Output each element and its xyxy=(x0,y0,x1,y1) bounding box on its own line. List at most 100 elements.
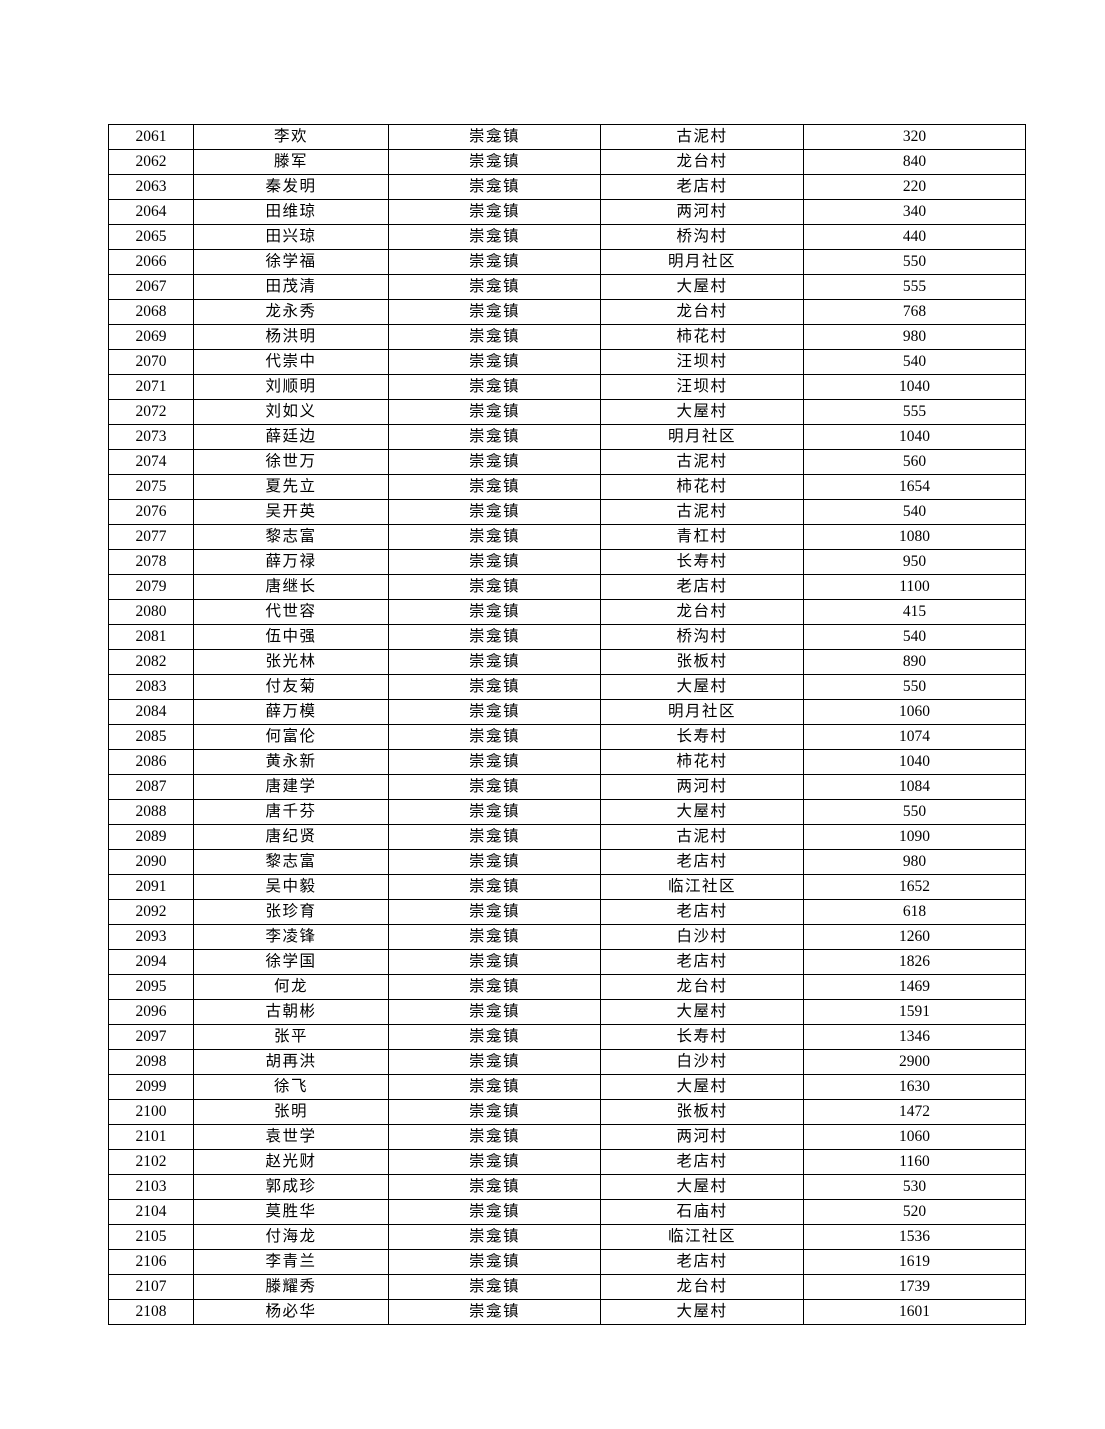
cell-person-name: 张珍育 xyxy=(193,899,389,925)
cell-person-name: 徐飞 xyxy=(193,1074,389,1100)
table-row: 2088 唐千芬 崇龛镇 大屋村 550 xyxy=(108,799,1026,825)
cell-village: 明月社区 xyxy=(600,249,804,275)
table-row: 2104 莫胜华 崇龛镇 石庙村 520 xyxy=(108,1199,1026,1225)
cell-township: 崇龛镇 xyxy=(388,1124,601,1150)
table-row: 2070 代崇中 崇龛镇 汪坝村 540 xyxy=(108,349,1026,375)
cell-sequence-number: 2066 xyxy=(108,249,194,275)
cell-village: 老店村 xyxy=(600,1149,804,1175)
table-row: 2097 张平 崇龛镇 长寿村 1346 xyxy=(108,1024,1026,1050)
cell-person-name: 古朝彬 xyxy=(193,999,389,1025)
cell-village: 明月社区 xyxy=(600,424,804,450)
cell-amount: 555 xyxy=(803,399,1026,425)
cell-person-name: 吴开英 xyxy=(193,499,389,525)
cell-village: 古泥村 xyxy=(600,124,804,150)
table-row: 2096 古朝彬 崇龛镇 大屋村 1591 xyxy=(108,999,1026,1025)
cell-amount: 890 xyxy=(803,649,1026,675)
cell-sequence-number: 2070 xyxy=(108,349,194,375)
cell-amount: 980 xyxy=(803,849,1026,875)
cell-township: 崇龛镇 xyxy=(388,1274,601,1300)
cell-village: 桥沟村 xyxy=(600,624,804,650)
cell-township: 崇龛镇 xyxy=(388,1224,601,1250)
cell-township: 崇龛镇 xyxy=(388,274,601,300)
cell-village: 古泥村 xyxy=(600,449,804,475)
table-row: 2073 薛廷边 崇龛镇 明月社区 1040 xyxy=(108,424,1026,450)
cell-sequence-number: 2080 xyxy=(108,599,194,625)
cell-township: 崇龛镇 xyxy=(388,324,601,350)
cell-township: 崇龛镇 xyxy=(388,899,601,925)
table-row: 2077 黎志富 崇龛镇 青杠村 1080 xyxy=(108,524,1026,550)
table-row: 2095 何龙 崇龛镇 龙台村 1469 xyxy=(108,974,1026,1000)
cell-village: 张板村 xyxy=(600,1099,804,1125)
cell-person-name: 杨洪明 xyxy=(193,324,389,350)
cell-person-name: 徐学福 xyxy=(193,249,389,275)
cell-sequence-number: 2071 xyxy=(108,374,194,400)
cell-sequence-number: 2101 xyxy=(108,1124,194,1150)
table-row: 2103 郭成珍 崇龛镇 大屋村 530 xyxy=(108,1174,1026,1200)
cell-person-name: 李凌锋 xyxy=(193,924,389,950)
cell-village: 龙台村 xyxy=(600,1274,804,1300)
table-row: 2082 张光林 崇龛镇 张板村 890 xyxy=(108,649,1026,675)
cell-amount: 555 xyxy=(803,274,1026,300)
table-row: 2078 薛万禄 崇龛镇 长寿村 950 xyxy=(108,549,1026,575)
cell-sequence-number: 2069 xyxy=(108,324,194,350)
table-row: 2063 秦发明 崇龛镇 老店村 220 xyxy=(108,174,1026,200)
cell-township: 崇龛镇 xyxy=(388,1049,601,1075)
cell-sequence-number: 2090 xyxy=(108,849,194,875)
cell-amount: 540 xyxy=(803,624,1026,650)
cell-amount: 1084 xyxy=(803,774,1026,800)
cell-amount: 2900 xyxy=(803,1049,1026,1075)
cell-township: 崇龛镇 xyxy=(388,524,601,550)
table-body: 2061 李欢 崇龛镇 古泥村 320 2062 滕军 崇龛镇 龙台村 840 2063 秦发明 崇龛镇… xyxy=(108,124,1026,1325)
table-row: 2061 李欢 崇龛镇 古泥村 320 xyxy=(108,124,1026,150)
cell-amount: 560 xyxy=(803,449,1026,475)
cell-township: 崇龛镇 xyxy=(388,1174,601,1200)
cell-person-name: 吴中毅 xyxy=(193,874,389,900)
cell-sequence-number: 2082 xyxy=(108,649,194,675)
cell-person-name: 徐世万 xyxy=(193,449,389,475)
cell-amount: 1040 xyxy=(803,374,1026,400)
cell-amount: 1346 xyxy=(803,1024,1026,1050)
cell-sequence-number: 2065 xyxy=(108,224,194,250)
cell-sequence-number: 2061 xyxy=(108,124,194,150)
cell-village: 老店村 xyxy=(600,849,804,875)
cell-township: 崇龛镇 xyxy=(388,824,601,850)
cell-amount: 415 xyxy=(803,599,1026,625)
cell-person-name: 黎志富 xyxy=(193,849,389,875)
cell-amount: 1536 xyxy=(803,1224,1026,1250)
cell-amount: 618 xyxy=(803,899,1026,925)
cell-village: 临江社区 xyxy=(600,874,804,900)
cell-person-name: 张平 xyxy=(193,1024,389,1050)
cell-township: 崇龛镇 xyxy=(388,674,601,700)
subsidy-table-container: 2061 李欢 崇龛镇 古泥村 320 2062 滕军 崇龛镇 龙台村 840 2063 秦发明 崇龛镇… xyxy=(108,124,1026,1325)
cell-person-name: 唐建学 xyxy=(193,774,389,800)
cell-sequence-number: 2075 xyxy=(108,474,194,500)
table-row: 2105 付海龙 崇龛镇 临江社区 1536 xyxy=(108,1224,1026,1250)
table-row: 2080 代世容 崇龛镇 龙台村 415 xyxy=(108,599,1026,625)
cell-sequence-number: 2104 xyxy=(108,1199,194,1225)
cell-township: 崇龛镇 xyxy=(388,374,601,400)
cell-amount: 550 xyxy=(803,249,1026,275)
cell-village: 临江社区 xyxy=(600,1224,804,1250)
table-row: 2094 徐学国 崇龛镇 老店村 1826 xyxy=(108,949,1026,975)
cell-person-name: 唐继长 xyxy=(193,574,389,600)
cell-person-name: 薛万模 xyxy=(193,699,389,725)
cell-person-name: 何龙 xyxy=(193,974,389,1000)
cell-sequence-number: 2084 xyxy=(108,699,194,725)
cell-person-name: 李青兰 xyxy=(193,1249,389,1275)
cell-township: 崇龛镇 xyxy=(388,799,601,825)
cell-village: 柿花村 xyxy=(600,324,804,350)
cell-township: 崇龛镇 xyxy=(388,1199,601,1225)
cell-person-name: 杨必华 xyxy=(193,1299,389,1325)
cell-sequence-number: 2074 xyxy=(108,449,194,475)
cell-village: 长寿村 xyxy=(600,724,804,750)
table-row: 2062 滕军 崇龛镇 龙台村 840 xyxy=(108,149,1026,175)
table-row: 2065 田兴琼 崇龛镇 桥沟村 440 xyxy=(108,224,1026,250)
cell-person-name: 田兴琼 xyxy=(193,224,389,250)
cell-amount: 1619 xyxy=(803,1249,1026,1275)
cell-sequence-number: 2097 xyxy=(108,1024,194,1050)
cell-township: 崇龛镇 xyxy=(388,699,601,725)
cell-person-name: 龙永秀 xyxy=(193,299,389,325)
cell-village: 汪坝村 xyxy=(600,349,804,375)
table-row: 2068 龙永秀 崇龛镇 龙台村 768 xyxy=(108,299,1026,325)
